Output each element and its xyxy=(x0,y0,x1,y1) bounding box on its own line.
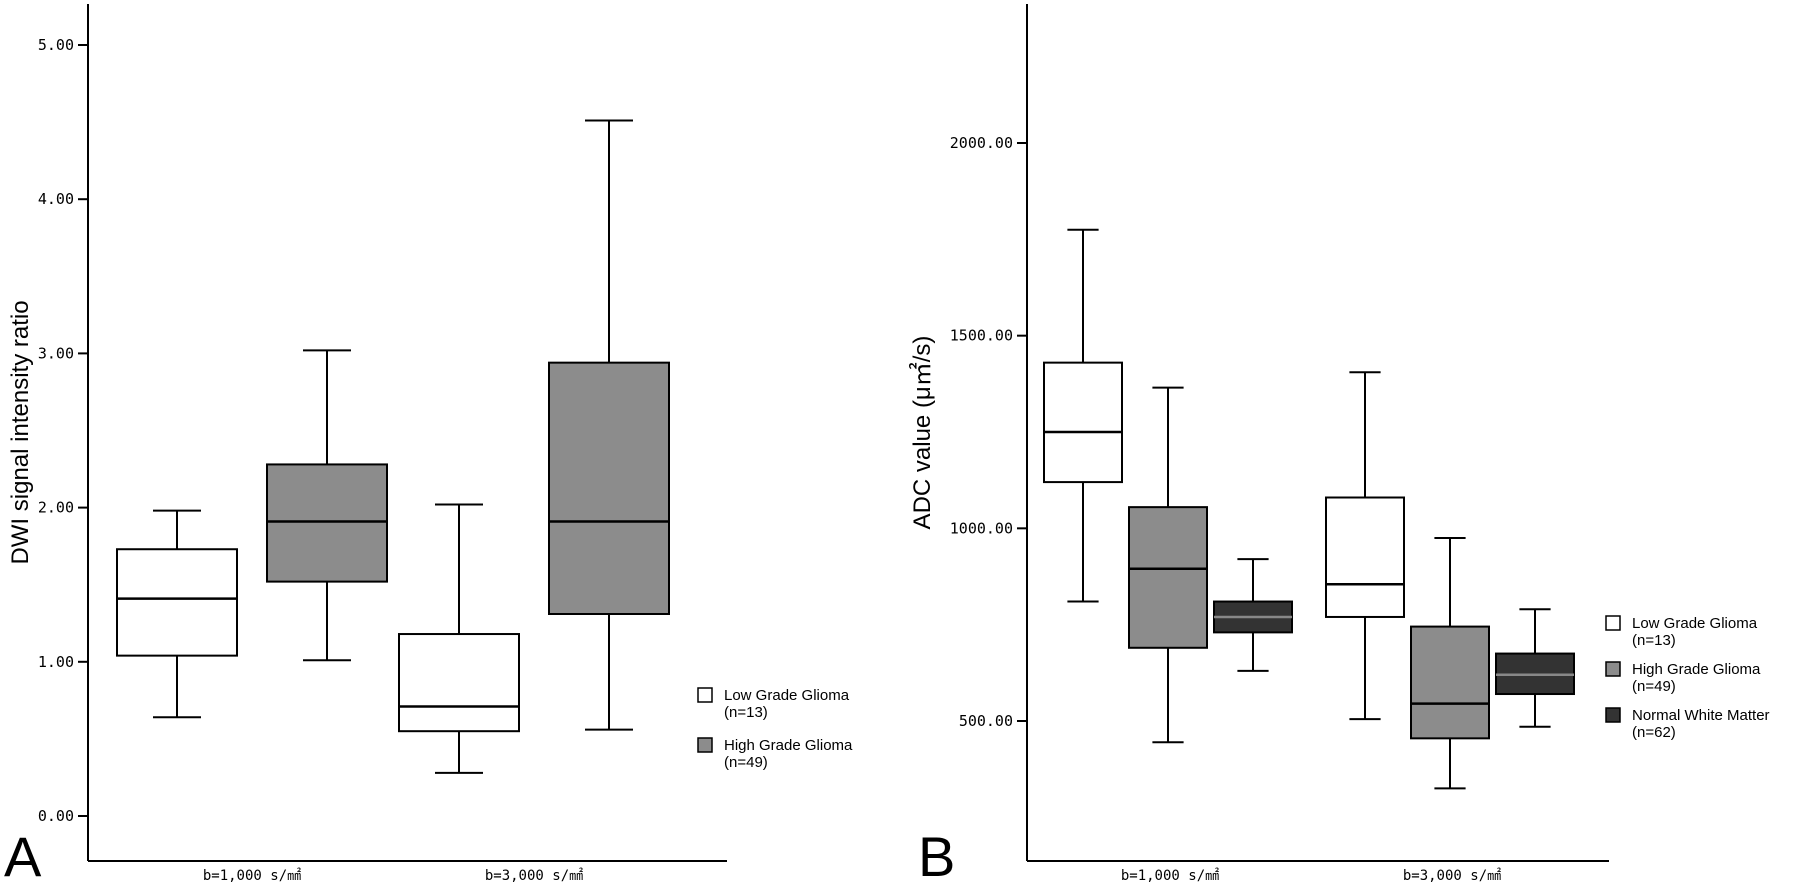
y-tick-label: 1500.00 xyxy=(950,327,1013,345)
x-category-label: b=3,000 s/㎟ xyxy=(1403,868,1501,884)
x-category-label: b=1,000 s/㎟ xyxy=(1121,868,1219,884)
panel-letter-a: A xyxy=(4,825,42,884)
legend-count: (n=13) xyxy=(1632,632,1676,649)
y-tick-label: 2000.00 xyxy=(950,134,1013,152)
legend-swatch xyxy=(697,687,713,703)
y-tick-label: 5.00 xyxy=(38,36,74,54)
y-tick-label: 0.00 xyxy=(38,807,74,825)
y-tick-label: 1000.00 xyxy=(950,519,1013,537)
legend-swatch xyxy=(1605,661,1621,677)
x-category-label: b=3,000 s/㎟ xyxy=(485,868,583,884)
legend-swatch xyxy=(697,737,713,753)
legend-label: High Grade Glioma xyxy=(1632,661,1761,678)
panel-letter-b: B xyxy=(918,825,955,884)
box-iqr xyxy=(548,361,670,615)
x-category-label: b=1,000 s/㎟ xyxy=(203,868,301,884)
legend-label: High Grade Glioma xyxy=(724,737,853,754)
legend-swatch xyxy=(1605,707,1621,723)
legend-label: Low Grade Glioma xyxy=(724,687,850,704)
box-iqr xyxy=(398,633,520,733)
y-tick-label: 2.00 xyxy=(38,499,74,517)
y-tick-label: 4.00 xyxy=(38,190,74,208)
panel-b: 500.00 1000.00 1500.00 2000.00 ADC value (μ㎡… xyxy=(909,4,1770,884)
y-tick-label: 1.00 xyxy=(38,653,74,671)
box-iqr xyxy=(1128,506,1208,649)
legend-count: (n=49) xyxy=(1632,678,1676,695)
y-tick-label: 3.00 xyxy=(38,344,74,362)
legend-count: (n=49) xyxy=(724,754,768,771)
box-iqr xyxy=(1325,496,1405,618)
panel-a: 0.00 1.00 2.00 3.00 4.00 5.00 DWI signal inten… xyxy=(7,4,853,884)
legend-label: Low Grade Glioma xyxy=(1632,615,1758,632)
box-iqr xyxy=(1043,361,1123,484)
box-iqr xyxy=(266,463,388,583)
legend-count: (n=13) xyxy=(724,704,768,721)
y-tick-label: 500.00 xyxy=(959,712,1013,730)
box-iqr xyxy=(116,548,238,657)
y-axis-title: ADC value (μ㎡/s) xyxy=(909,336,936,530)
legend-label: Normal White Matter xyxy=(1632,707,1770,724)
legend-count: (n=62) xyxy=(1632,724,1676,741)
legend-swatch xyxy=(1605,615,1621,631)
y-axis-title: DWI signal intensity ratio xyxy=(7,300,34,564)
box-iqr xyxy=(1410,625,1490,740)
